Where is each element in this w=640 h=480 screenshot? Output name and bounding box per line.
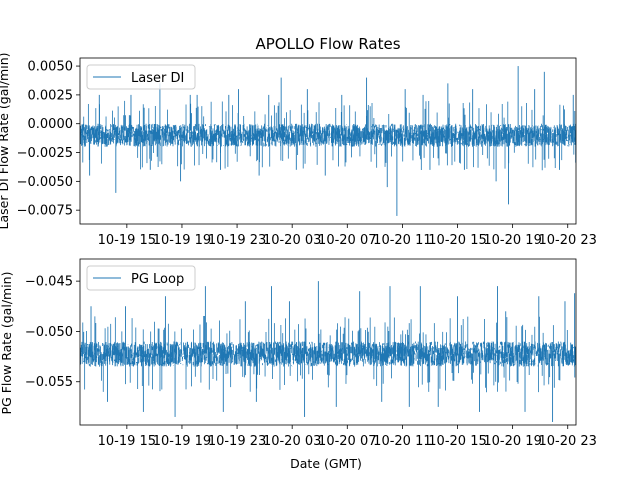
- bottom-plot-series: [80, 281, 576, 422]
- top-y-axis-label: Laser DI Flow Rate (gal/min): [0, 53, 11, 230]
- top-plot-series: [80, 66, 576, 216]
- y-tick-label: −0.050: [25, 325, 73, 340]
- x-tick-label: 10-20 15: [428, 434, 486, 449]
- top-axes-frame: [79, 57, 577, 225]
- x-tick-label: 10-20 11: [373, 434, 431, 449]
- x-tick-label: 10-20 07: [318, 233, 376, 248]
- x-tick-label: 10-20 03: [263, 434, 321, 449]
- x-tick-label: 10-20 15: [428, 233, 486, 248]
- bottom-y-axis-label: PG Flow Rate (gal/min): [0, 272, 14, 415]
- top-y-ticks: 0.0050 0.0025 0.0000 −0.0025 −0.0050 −0.0075: [17, 60, 80, 219]
- x-tick-label: 10-20 03: [263, 233, 321, 248]
- y-tick-label: −0.0075: [17, 204, 73, 219]
- x-tick-label: 10-20 19: [483, 434, 541, 449]
- x-tick-label: 10-19 15: [98, 434, 156, 449]
- y-tick-label: −0.055: [25, 375, 73, 390]
- x-tick-label: 10-20 11: [373, 233, 431, 248]
- x-axis-label: Date (GMT): [290, 456, 362, 471]
- x-tick-label: 10-19 19: [153, 233, 211, 248]
- bottom-legend-label: PG Loop: [131, 272, 184, 287]
- x-tick-label: 10-20 07: [318, 434, 376, 449]
- bottom-y-ticks: −0.045 −0.050 −0.055: [25, 275, 80, 390]
- top-panel: 0.00500.00250.0000−0.0025−0.0050−0.0075 …: [0, 53, 597, 248]
- chart-title: APOLLO Flow Rates: [255, 35, 400, 53]
- top-legend-label: Laser DI: [131, 71, 184, 86]
- x-tick-label: 10-19 15: [98, 233, 156, 248]
- x-tick-label: 10-19 23: [208, 233, 266, 248]
- bottom-legend-box: [86, 265, 196, 291]
- x-tick-label: 10-19 23: [208, 434, 266, 449]
- y-tick-label: −0.045: [25, 275, 73, 290]
- y-tick-label: 0.0025: [28, 88, 74, 103]
- top-legend: Laser DI: [86, 64, 196, 90]
- series-line-pg-loop: [80, 315, 576, 393]
- top-legend-box: [86, 64, 196, 90]
- x-tick-label: 10-20 19: [483, 233, 541, 248]
- bottom-axes-frame: [79, 258, 577, 426]
- x-tick-label: 10-19 19: [153, 434, 211, 449]
- y-tick-label: −0.0025: [17, 146, 73, 161]
- y-tick-label: −0.0050: [17, 175, 73, 190]
- x-tick-label: 10-20 23: [539, 233, 597, 248]
- y-tick-label: 0.0000: [28, 117, 74, 132]
- y-tick-label: 0.0050: [28, 60, 74, 75]
- bottom-legend: PG Loop: [86, 265, 196, 291]
- x-tick-label: 10-20 23: [539, 434, 597, 449]
